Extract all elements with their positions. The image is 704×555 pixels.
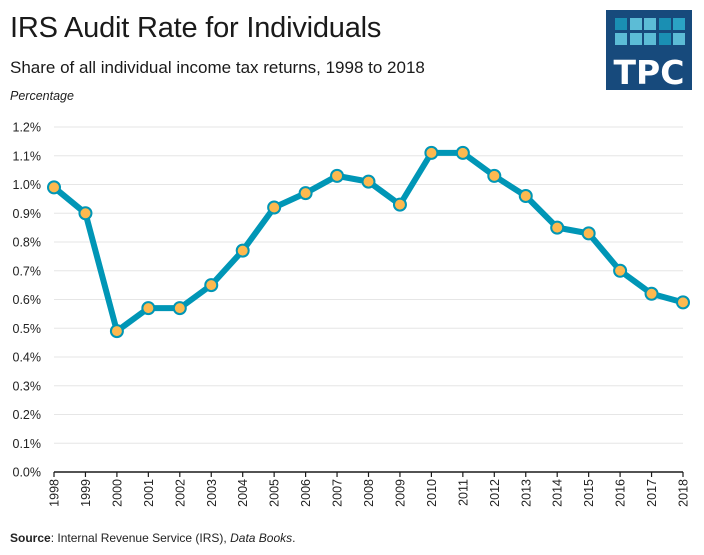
series-markers (47, 145, 690, 339)
x-tick-label: 2002 (173, 479, 187, 507)
source-text: : Internal Revenue Service (IRS), (50, 531, 231, 545)
data-point-marker (550, 220, 565, 235)
x-tick-label: 2010 (425, 479, 439, 507)
data-point-marker (455, 145, 470, 160)
x-tick-label: 1999 (79, 479, 93, 507)
x-tick-label: 2004 (236, 479, 250, 507)
y-tick-label: 1.1% (13, 149, 42, 163)
y-tick-label: 1.2% (13, 121, 42, 135)
data-point-marker (78, 206, 93, 221)
logo-square (673, 18, 685, 30)
data-point-marker (204, 278, 219, 293)
data-point-marker (109, 324, 124, 339)
x-tick-label: 2015 (582, 479, 596, 507)
data-point-marker (235, 243, 250, 258)
x-tick-label: 2009 (393, 479, 407, 507)
logo-square (644, 32, 656, 45)
x-tick-label: 2011 (456, 479, 470, 506)
x-tick-label: 1998 (48, 479, 62, 507)
x-tick-label: 2013 (519, 479, 533, 507)
x-tick-label: 2006 (299, 479, 313, 507)
y-tick-label: 1.0% (13, 178, 42, 192)
y-tick-label: 0.7% (13, 264, 42, 278)
chart-title: IRS Audit Rate for Individuals (10, 12, 382, 44)
logo-square (615, 18, 627, 30)
logo-square (658, 32, 671, 45)
logo-square (615, 32, 627, 45)
data-point-marker (330, 168, 345, 183)
x-tick-label: 2012 (488, 479, 502, 507)
data-point-marker (361, 174, 376, 189)
tpc-logo: TPC (606, 10, 692, 92)
data-point-marker (298, 186, 313, 201)
data-point-marker (644, 286, 659, 301)
data-point-marker (613, 263, 628, 278)
logo-square (629, 18, 642, 30)
y-tick-label: 0.9% (13, 207, 42, 221)
y-axis-labels: 0.0% 0.1% 0.2% 0.3% 0.4% 0.5% 0.6% 0.7% 0.8% 0.9%… (13, 121, 42, 480)
y-tick-label: 0.1% (13, 437, 42, 451)
logo-square (644, 18, 656, 30)
x-tick-label: 2007 (331, 479, 345, 507)
gridlines (54, 126, 683, 444)
logo-square (673, 32, 685, 45)
data-point-marker (141, 301, 156, 316)
x-tick-label: 2014 (551, 479, 565, 507)
logo-square (629, 32, 642, 45)
x-tick-label: 2008 (362, 479, 376, 507)
data-point-marker (676, 295, 690, 310)
data-point-marker (392, 197, 407, 212)
source-note: Source: Internal Revenue Service (IRS), … (10, 531, 296, 545)
data-point-marker (267, 200, 282, 215)
x-tick-label: 2001 (142, 479, 156, 507)
x-tick-label: 2000 (110, 479, 124, 507)
x-tick-label: 2018 (677, 479, 691, 507)
x-tick-label: 2003 (205, 479, 219, 507)
x-axis (53, 471, 684, 477)
y-tick-label: 0.8% (13, 236, 42, 250)
source-label: Source (10, 531, 51, 545)
source-publication: Data Books (230, 531, 293, 545)
data-point-marker (172, 301, 187, 316)
logo-text: TPC (613, 53, 685, 92)
y-tick-label: 0.6% (13, 293, 42, 307)
chart-subtitle: Share of all individual income tax retur… (10, 58, 425, 77)
y-tick-label: 0.4% (13, 351, 42, 365)
data-point-marker (424, 145, 439, 160)
x-tick-label: 2017 (645, 479, 659, 507)
data-point-marker (487, 168, 502, 183)
data-point-marker (47, 180, 61, 195)
logo-square-grid (615, 18, 685, 52)
logo-square (658, 18, 671, 30)
x-axis-labels: 1998 1999 2000 2001 2002 2003 2004 2005 2006 2007… (48, 479, 691, 507)
data-point-marker (581, 226, 596, 241)
x-tick-label: 2016 (614, 479, 628, 507)
data-point-marker (518, 189, 533, 203)
source-end: . (292, 531, 296, 545)
x-tick-label: 2005 (268, 479, 282, 507)
y-tick-label: 0.5% (13, 322, 42, 336)
y-tick-label: 0.3% (13, 379, 42, 393)
y-axis-unit-label: Percentage (10, 89, 74, 103)
y-tick-label: 0.0% (13, 466, 42, 480)
y-tick-label: 0.2% (13, 408, 42, 422)
